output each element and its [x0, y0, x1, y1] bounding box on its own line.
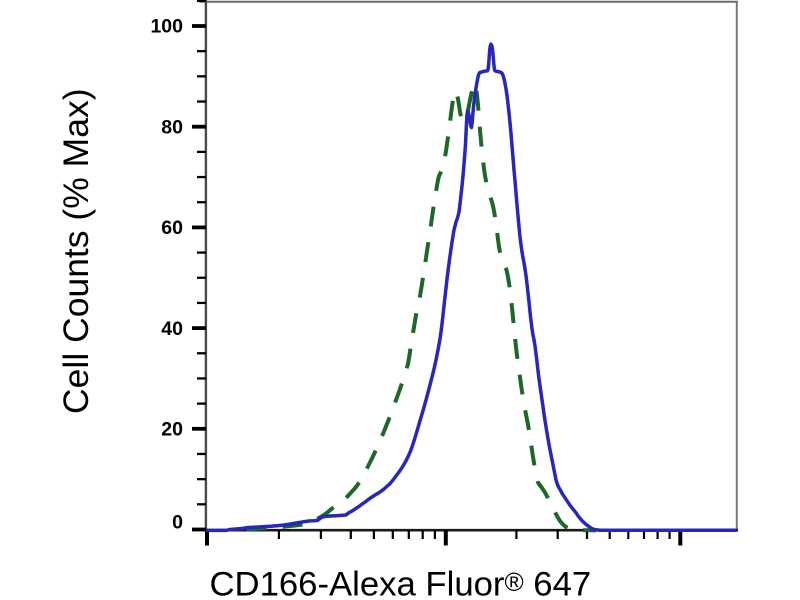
svg-text:100: 100 — [150, 16, 183, 38]
svg-text:20: 20 — [161, 419, 183, 441]
svg-text:Cell Counts (% Max): Cell Counts (% Max) — [56, 88, 96, 414]
svg-text:80: 80 — [161, 116, 183, 138]
svg-text:60: 60 — [161, 217, 183, 239]
svg-text:40: 40 — [161, 318, 183, 340]
svg-text:CD166-Alexa Fluor® 647: CD166-Alexa Fluor® 647 — [210, 566, 592, 600]
svg-text:0: 0 — [172, 512, 183, 534]
